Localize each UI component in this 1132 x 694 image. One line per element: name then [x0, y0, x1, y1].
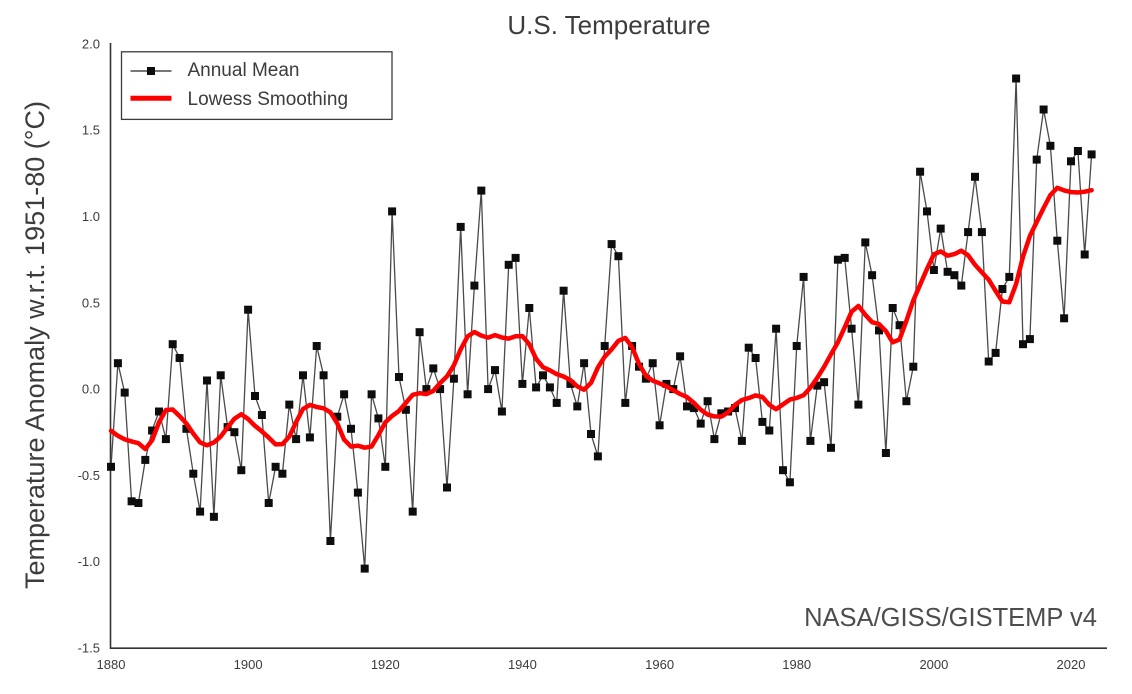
svg-text:-0.5: -0.5	[78, 468, 100, 483]
svg-text:-1.0: -1.0	[78, 554, 100, 569]
svg-text:1920: 1920	[371, 657, 400, 672]
svg-text:1880: 1880	[97, 657, 126, 672]
svg-text:NASA/GISS/GISTEMP v4: NASA/GISS/GISTEMP v4	[804, 604, 1097, 632]
svg-text:2.0: 2.0	[82, 37, 100, 52]
svg-text:1.5: 1.5	[82, 123, 100, 138]
svg-text:1980: 1980	[782, 657, 811, 672]
svg-text:1900: 1900	[234, 657, 263, 672]
svg-text:0.0: 0.0	[82, 382, 100, 397]
svg-text:2000: 2000	[919, 657, 948, 672]
svg-text:Lowess Smoothing: Lowess Smoothing	[188, 89, 349, 110]
svg-text:-1.5: -1.5	[78, 641, 100, 656]
svg-text:U.S. Temperature: U.S. Temperature	[507, 10, 710, 40]
svg-text:Temperature Anomaly w.r.t. 195: Temperature Anomaly w.r.t. 1951-80 (°C)	[20, 101, 50, 589]
svg-text:Annual Mean: Annual Mean	[188, 60, 300, 81]
svg-text:1940: 1940	[508, 657, 537, 672]
svg-text:1.0: 1.0	[82, 209, 100, 224]
svg-text:2020: 2020	[1057, 657, 1086, 672]
svg-text:0.5: 0.5	[82, 295, 100, 310]
svg-text:1960: 1960	[645, 657, 674, 672]
